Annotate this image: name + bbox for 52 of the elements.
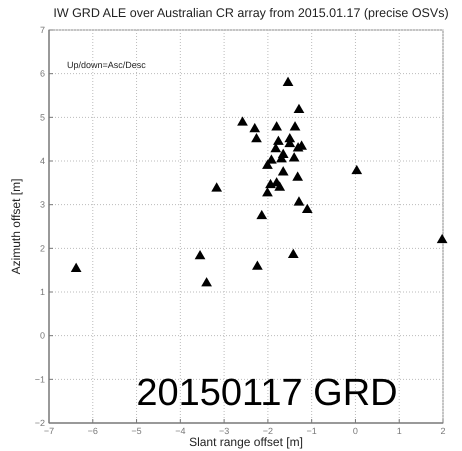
y-axis-title: Azimuth offset [m] (9, 178, 23, 274)
x-tick-label: 2 (440, 426, 446, 436)
point (290, 121, 300, 130)
point (249, 122, 260, 132)
point (237, 116, 248, 126)
point (302, 204, 313, 214)
x-tick-label: −5 (131, 426, 142, 436)
point (292, 171, 304, 181)
point (274, 181, 286, 191)
x-axis-title: Slant range offset [m] (189, 435, 303, 449)
y-tick-label: 2 (40, 243, 45, 254)
y-tick-label: 1 (40, 287, 45, 297)
y-tick-label: 6 (40, 68, 45, 79)
point (273, 136, 284, 145)
point (252, 260, 263, 270)
point (262, 160, 273, 169)
point (262, 187, 273, 196)
y-tick-label: 5 (40, 112, 45, 122)
chart-title: IW GRD ALE over Australian CR array from 2015.01.17 (precise OSVs) (53, 6, 449, 20)
point (70, 262, 82, 272)
point (294, 196, 304, 206)
point (292, 142, 304, 152)
point (278, 166, 289, 176)
y-tick-label: 7 (40, 25, 45, 35)
point (211, 182, 222, 192)
x-tick-label: −4 (175, 426, 186, 436)
point (251, 132, 262, 142)
x-tick-label: −1 (306, 426, 317, 436)
point (436, 234, 448, 244)
x-tick-label: −3 (218, 426, 230, 436)
x-tick-label: −7 (44, 426, 54, 436)
annotation: 20150117 GRD (136, 372, 398, 414)
annotation: Up/down=Asc/Desc (67, 60, 146, 70)
x-tick-label: 1 (396, 426, 402, 436)
point (351, 164, 362, 174)
y-tick-label: 4 (40, 156, 45, 166)
y-tick-label: 0 (40, 330, 45, 341)
x-tick-label: −6 (88, 426, 98, 436)
point (194, 250, 206, 260)
point (256, 210, 268, 220)
point (270, 143, 282, 152)
y-tick-label: −2 (34, 418, 45, 428)
point (288, 248, 299, 258)
x-tick-label: 0 (352, 426, 358, 436)
y-tick-label: 3 (40, 200, 45, 210)
point (201, 277, 212, 286)
point (288, 152, 300, 162)
point (294, 104, 304, 114)
point (282, 76, 294, 86)
point (271, 121, 282, 130)
y-tick-label: −1 (34, 374, 45, 384)
x-tick-label: −2 (262, 426, 274, 436)
